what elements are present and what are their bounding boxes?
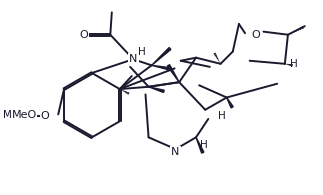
- Polygon shape: [196, 137, 204, 153]
- Text: O: O: [79, 30, 88, 40]
- Polygon shape: [167, 65, 179, 82]
- Polygon shape: [151, 65, 171, 70]
- Text: N: N: [129, 54, 138, 64]
- Polygon shape: [149, 87, 164, 92]
- Text: O: O: [251, 30, 260, 40]
- Polygon shape: [227, 98, 233, 108]
- Text: N: N: [171, 147, 180, 157]
- Text: O: O: [251, 30, 260, 40]
- Text: N: N: [171, 147, 180, 157]
- Text: O: O: [40, 111, 49, 121]
- Polygon shape: [151, 48, 171, 65]
- Text: H: H: [200, 140, 208, 150]
- Text: N: N: [129, 54, 138, 64]
- Text: H: H: [218, 111, 226, 121]
- Text: MeO: MeO: [4, 110, 27, 120]
- Text: H: H: [289, 59, 297, 69]
- Text: O: O: [79, 30, 88, 40]
- Text: MeO: MeO: [12, 110, 37, 120]
- Text: H: H: [138, 47, 146, 57]
